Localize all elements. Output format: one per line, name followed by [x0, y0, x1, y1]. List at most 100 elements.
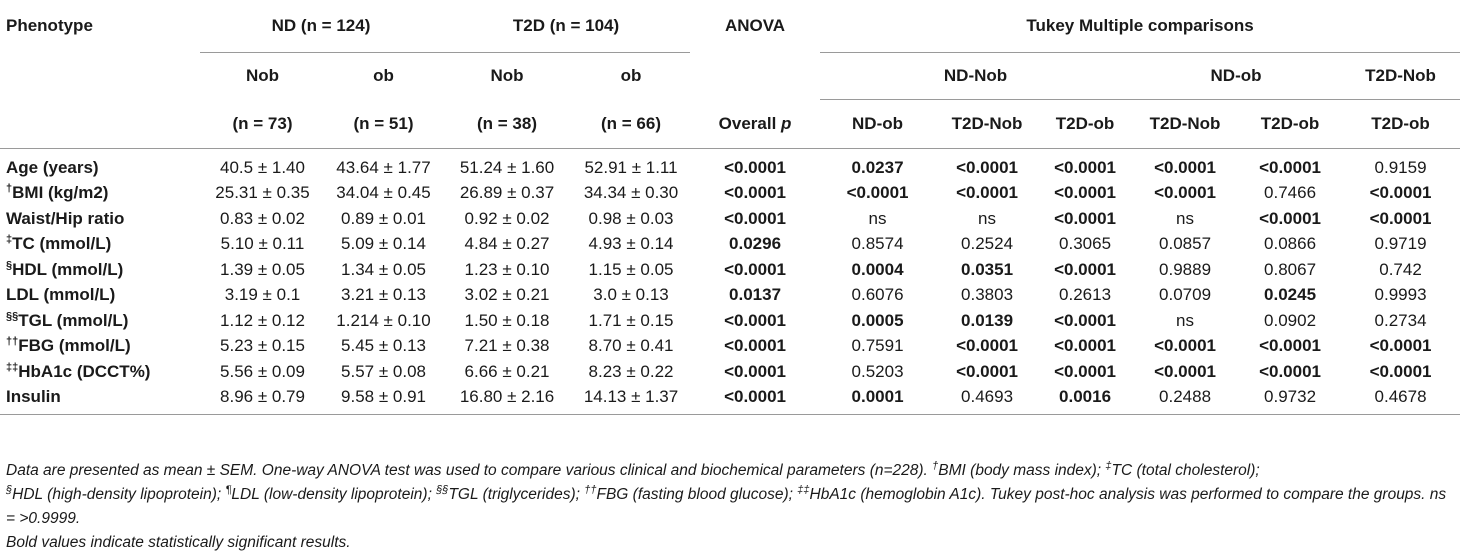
table-cell: 0.6076	[851, 285, 904, 305]
table-cell: 6.66 ± 0.21	[464, 361, 550, 381]
table-cell: <0.0001	[1054, 361, 1116, 381]
table-cell: 0.9732	[1239, 384, 1342, 415]
row-label: ‡‡HbA1c (DCCT%)	[6, 361, 151, 381]
row-label: §HDL (mmol/L)	[6, 259, 124, 279]
n51-header: (n = 51)	[325, 99, 443, 149]
nd-nob-header: Nob	[245, 66, 280, 86]
table-cell: <0.0001	[1259, 336, 1321, 356]
table-body: Age (years) 40.5 ± 1.40 43.64 ± 1.77 51.24 …	[0, 149, 1460, 415]
table-cell: <0.0001	[1054, 336, 1116, 356]
footnote-bold: Bold values indicate statistically signi…	[6, 534, 351, 551]
table-cell: 0.4693	[935, 384, 1040, 415]
table-cell: <0.0001	[1259, 208, 1321, 228]
table-cell: 0.742	[1379, 259, 1422, 279]
table-cell: <0.0001	[1154, 361, 1216, 381]
table-cell: 0.8067	[1264, 259, 1317, 279]
table-cell: 0.8574	[851, 234, 904, 254]
table-cell: <0.0001	[724, 361, 786, 381]
table-cell: <0.0001	[846, 183, 909, 203]
table-cell: <0.0001	[956, 183, 1018, 203]
table-cell: ns	[1176, 310, 1195, 330]
table-cell: 0.7466	[1264, 183, 1317, 203]
table-row: ††FBG (mmol/L) 5.23 ± 0.15 5.45 ± 0.13 7.21…	[0, 334, 1460, 360]
row-label: †BMI (kg/m2)	[6, 182, 109, 203]
phenotype-comparison-table: Phenotype ND (n = 124) T2D (n = 104) ANO…	[0, 0, 1460, 415]
table-cell: 0.2613	[1059, 285, 1112, 305]
col-nd-ob-1: ND-ob	[820, 99, 936, 149]
table-footnote: Data are presented as mean ± SEM. One-wa…	[6, 459, 1454, 555]
table-row: §§TGL (mmol/L) 1.12 ± 0.12 1.214 ± 0.10 1.5…	[0, 308, 1460, 334]
table-cell: <0.0001	[690, 384, 821, 415]
header-row-groups: Phenotype ND (n = 124) T2D (n = 104) ANO…	[0, 0, 1460, 53]
table-cell: 0.0296	[729, 234, 782, 254]
table-cell: 0.2488	[1131, 384, 1240, 415]
table-cell: 0.9889	[1159, 259, 1212, 279]
table-cell: 0.5203	[851, 361, 904, 381]
col-t2d-ob-3: T2D-ob	[1341, 99, 1460, 149]
row-label: LDL (mmol/L)	[6, 285, 116, 305]
table-cell: <0.0001	[1054, 208, 1116, 228]
table-cell: 0.2524	[961, 234, 1014, 254]
table-cell: 1.39 ± 0.05	[220, 259, 305, 279]
table-cell: <0.0001	[1369, 208, 1432, 228]
table-cell: <0.0001	[1054, 157, 1116, 177]
table-cell: <0.0001	[724, 336, 786, 356]
table-cell: 0.4678	[1341, 384, 1460, 415]
table-cell: 43.64 ± 1.77	[336, 157, 431, 177]
table-row: †BMI (kg/m2) 25.31 ± 0.35 34.04 ± 0.45 26.8…	[0, 181, 1460, 207]
table-cell: <0.0001	[1369, 183, 1432, 203]
n66-header: (n = 66)	[572, 99, 691, 149]
table-row: ‡TC (mmol/L) 5.10 ± 0.11 5.09 ± 0.14 4.84 ±…	[0, 232, 1460, 258]
table-cell: 0.9993	[1374, 285, 1427, 305]
table-cell: <0.0001	[724, 310, 786, 330]
row-label: Waist/Hip ratio	[6, 208, 125, 228]
tukey-t2d-nob-header: T2D-Nob	[1341, 52, 1460, 100]
table-cell: 0.7591	[851, 336, 904, 356]
table-cell: 0.0005	[851, 310, 904, 330]
table-cell: 25.31 ± 0.35	[215, 183, 310, 203]
row-label: ‡TC (mmol/L)	[6, 233, 112, 254]
table-cell: 5.10 ± 0.11	[220, 234, 305, 254]
table-cell: 5.56 ± 0.09	[220, 361, 305, 381]
table-cell: 1.12 ± 0.12	[220, 310, 305, 330]
table-cell: <0.0001	[1154, 336, 1216, 356]
table-cell: 0.0245	[1264, 285, 1317, 305]
table-row: §HDL (mmol/L) 1.39 ± 0.05 1.34 ± 0.05 1.23 …	[0, 257, 1460, 283]
table-cell: <0.0001	[724, 259, 786, 279]
table-cell: 26.89 ± 0.37	[459, 183, 555, 203]
table-cell: <0.0001	[1259, 157, 1321, 177]
row-label: ††FBG (mmol/L)	[6, 335, 131, 356]
table-cell: <0.0001	[1154, 157, 1216, 177]
header-row-subgroups: Nob ob Nob ob ND-Nob ND-ob T2D-Nob	[0, 52, 1460, 100]
table-cell: <0.0001	[724, 183, 786, 203]
table-cell: 51.24 ± 1.60	[459, 157, 555, 177]
phenotype-header: Phenotype	[6, 16, 93, 36]
table-cell: ns	[978, 208, 997, 228]
n38-header: (n = 38)	[442, 99, 573, 149]
table-row: ‡‡HbA1c (DCCT%) 5.56 ± 0.09 5.57 ± 0.08 6.6…	[0, 359, 1460, 385]
col-t2d-ob-2: T2D-ob	[1239, 99, 1342, 149]
table-cell: 0.0016	[1039, 384, 1132, 415]
t2d-ob-header: ob	[620, 66, 642, 86]
table-cell: <0.0001	[1369, 361, 1432, 381]
tukey-nd-nob-header: ND-Nob	[820, 52, 1132, 100]
table-cell: 0.89 ± 0.01	[341, 208, 426, 228]
table-cell: 1.71 ± 0.15	[588, 310, 674, 330]
t2d-nob-header: Nob	[490, 66, 524, 86]
table-cell: <0.0001	[1369, 336, 1432, 356]
table-cell: 5.57 ± 0.08	[341, 361, 426, 381]
table-cell: 3.19 ± 0.1	[224, 285, 301, 305]
row-label: Age (years)	[6, 157, 99, 177]
table-cell: 14.13 ± 1.37	[572, 384, 691, 415]
row-label: Insulin	[0, 384, 200, 415]
table-cell: 3.0 ± 0.13	[593, 285, 669, 305]
col-t2d-nob-1: T2D-Nob	[935, 99, 1040, 149]
table-cell: 1.15 ± 0.05	[588, 259, 674, 279]
table-cell: 0.9719	[1374, 234, 1427, 254]
table-cell: ns	[868, 208, 887, 228]
table-cell: 52.91 ± 1.11	[584, 157, 678, 177]
header-row-columns: (n = 73) (n = 51) (n = 38) (n = 66) Over…	[0, 99, 1460, 149]
table-row: Insulin 8.96 ± 0.79 9.58 ± 0.91 16.80 ± 2.1…	[0, 384, 1460, 415]
table-cell: 34.34 ± 0.30	[583, 183, 679, 203]
